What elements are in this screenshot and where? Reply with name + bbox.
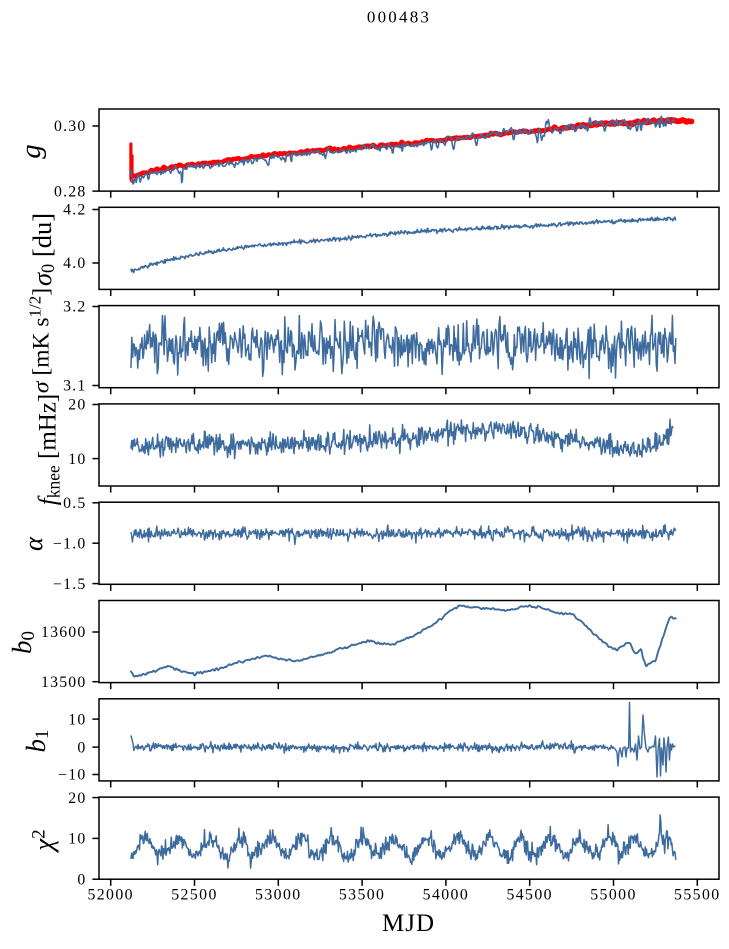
svg-text:53000: 53000 bbox=[255, 887, 302, 904]
svg-text:b0: b0 bbox=[7, 631, 39, 654]
svg-text:3.1: 3.1 bbox=[63, 378, 86, 395]
svg-text:13600: 13600 bbox=[41, 624, 87, 641]
svg-text:MJD: MJD bbox=[382, 910, 435, 937]
svg-text:55000: 55000 bbox=[590, 887, 637, 904]
svg-text:σ0 [du]: σ0 [du] bbox=[27, 213, 59, 286]
svg-text:b1: b1 bbox=[21, 730, 53, 753]
svg-text:−10: −10 bbox=[58, 767, 86, 784]
svg-text:fknee [mHz]: fknee [mHz] bbox=[35, 394, 64, 506]
svg-text:13500: 13500 bbox=[41, 674, 87, 691]
svg-text:0.28: 0.28 bbox=[54, 183, 86, 200]
svg-text:10: 10 bbox=[68, 711, 86, 728]
svg-text:−1.0: −1.0 bbox=[53, 535, 86, 552]
svg-text:0: 0 bbox=[77, 871, 86, 888]
svg-text:α: α bbox=[18, 536, 48, 551]
svg-text:52000: 52000 bbox=[87, 887, 134, 904]
svg-text:3.2: 3.2 bbox=[63, 299, 86, 316]
svg-text:54000: 54000 bbox=[423, 887, 470, 904]
svg-text:20: 20 bbox=[68, 397, 86, 414]
svg-text:g: g bbox=[15, 144, 47, 159]
svg-text:0.30: 0.30 bbox=[54, 118, 86, 135]
svg-text:000483: 000483 bbox=[367, 8, 431, 27]
svg-text:53500: 53500 bbox=[339, 887, 386, 904]
svg-text:−1.5: −1.5 bbox=[53, 576, 86, 593]
svg-text:10: 10 bbox=[68, 451, 86, 468]
svg-text:10: 10 bbox=[68, 831, 86, 848]
svg-text:4.0: 4.0 bbox=[63, 255, 86, 272]
svg-text:χ2: χ2 bbox=[29, 829, 59, 853]
svg-text:σ [mK s1/2]: σ [mK s1/2] bbox=[26, 288, 55, 393]
svg-text:52500: 52500 bbox=[171, 887, 218, 904]
svg-text:4.2: 4.2 bbox=[63, 202, 86, 219]
svg-text:20: 20 bbox=[68, 790, 86, 807]
svg-text:54500: 54500 bbox=[506, 887, 553, 904]
svg-text:55500: 55500 bbox=[674, 887, 721, 904]
svg-text:−0.5: −0.5 bbox=[53, 495, 86, 512]
svg-text:0: 0 bbox=[77, 739, 86, 756]
